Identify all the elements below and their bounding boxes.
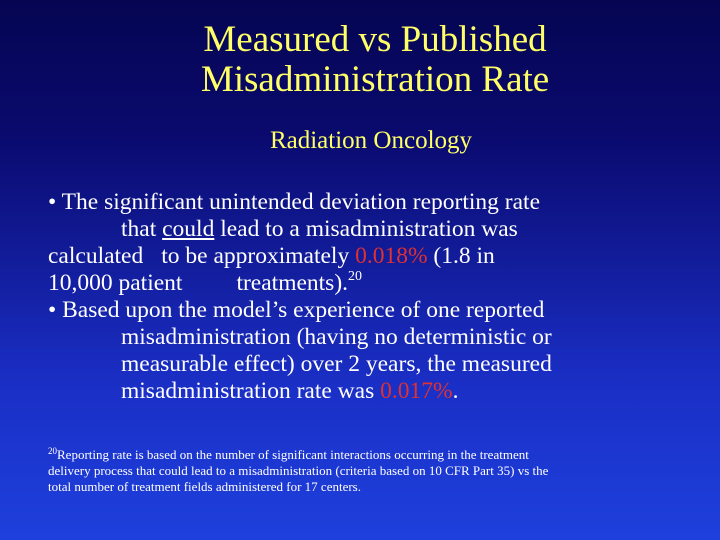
footnote-ref: 20 bbox=[348, 269, 363, 284]
slide-body: • The significant unintended deviation r… bbox=[48, 189, 688, 405]
underlined-word: could bbox=[162, 216, 215, 242]
text-run: treatments). bbox=[236, 270, 349, 296]
footnote-line-3: total number of treatment fields adminis… bbox=[48, 479, 361, 494]
text-run: calculated bbox=[48, 243, 144, 269]
footnote-line-2: delivery process that could lead to a mi… bbox=[48, 463, 549, 478]
bullet-1-line-4: 10,000 patient treatments).20 bbox=[48, 270, 688, 297]
footnote-line-1: 20Reporting rate is based on the number … bbox=[48, 447, 688, 463]
text-run: that bbox=[121, 216, 163, 242]
bullet-2-line-4: misadministration rate was 0.017%. bbox=[48, 378, 688, 405]
text-run: lead to a misadministration was bbox=[214, 216, 518, 242]
slide-title-line-1: Measured vs Published bbox=[203, 19, 547, 60]
measured-rate-value: 0.017% bbox=[380, 378, 453, 404]
bullet-1-line-2: that could lead to a misadministration w… bbox=[48, 216, 688, 243]
bullet-2-line-1: • Based upon the model’s experience of o… bbox=[48, 297, 545, 323]
text-run: Reporting rate is based on the number of… bbox=[57, 447, 529, 462]
text-run: . bbox=[452, 378, 459, 404]
slide-title: Measured vs Published Misadministration … bbox=[0, 20, 720, 100]
footnote-number: 20 bbox=[48, 446, 57, 456]
bullet-1: • The significant unintended deviation r… bbox=[48, 189, 688, 297]
text-run: misadministration rate was bbox=[121, 378, 381, 404]
text-run: 10,000 patient bbox=[48, 270, 183, 296]
bullet-1-line-1: • The significant unintended deviation r… bbox=[48, 189, 541, 215]
bullet-2-line-3: measurable effect) over 2 years, the mea… bbox=[121, 351, 552, 377]
text-run: (1.8 in bbox=[427, 243, 495, 269]
slide-subtitle: Radiation Oncology bbox=[269, 127, 473, 154]
slide-title-line-2: Misadministration Rate bbox=[200, 59, 550, 100]
bullet-2: • Based upon the model’s experience of o… bbox=[48, 297, 688, 405]
bullet-2-line-2: misadministration (having no determinist… bbox=[121, 324, 552, 350]
published-rate-value: 0.018% bbox=[355, 243, 428, 269]
footnote: 20Reporting rate is based on the number … bbox=[48, 447, 688, 495]
bullet-1-line-3: calculated to be approximately 0.018% (1.… bbox=[48, 243, 688, 270]
text-run: to be approximately bbox=[161, 243, 356, 269]
